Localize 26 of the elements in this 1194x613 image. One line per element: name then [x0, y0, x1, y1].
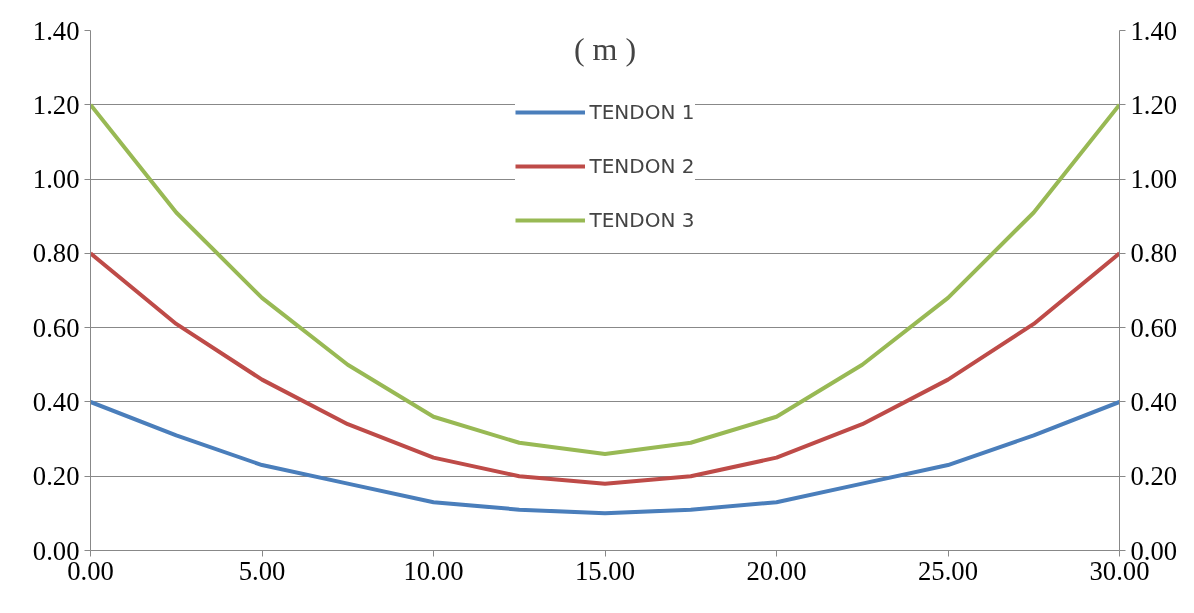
y2-tick-label: 0.80	[1130, 238, 1178, 269]
y2-tick-label: 0.20	[1130, 461, 1178, 492]
x-tick-label: 10.00	[403, 555, 464, 586]
y2-tick-label: 0.60	[1130, 312, 1178, 343]
line-series	[90, 102, 1120, 456]
y2-tick-label: 0.40	[1130, 386, 1178, 417]
y-tick-label: 0.40	[32, 386, 80, 417]
y2-tick-label: 1.20	[1130, 89, 1178, 120]
legend-label: TENDON 2	[589, 154, 695, 178]
y-tick-label: 1.20	[32, 89, 80, 120]
x-tick-label: 20.00	[746, 555, 807, 586]
x-tick-label: 5.00	[238, 555, 286, 586]
y-tick-label: 0.60	[32, 312, 80, 343]
legend-label: TENDON 3	[589, 208, 695, 232]
y-tick-label: 0.20	[32, 461, 80, 492]
x-tick-label: 25.00	[918, 555, 978, 586]
y-tick-label: 0.80	[32, 238, 80, 269]
line-series	[90, 399, 1120, 516]
y-tick-label: 1.40	[32, 15, 80, 46]
y2-tick-label: 1.00	[1130, 164, 1178, 195]
legend-label: TENDON 1	[589, 100, 695, 124]
x-tick-label: 15.00	[575, 555, 635, 586]
y-tick-label: 1.00	[32, 164, 80, 195]
chart-title: ( m )	[573, 30, 637, 67]
y2-tick-label: 1.40	[1130, 15, 1178, 46]
line-series	[90, 251, 1120, 486]
